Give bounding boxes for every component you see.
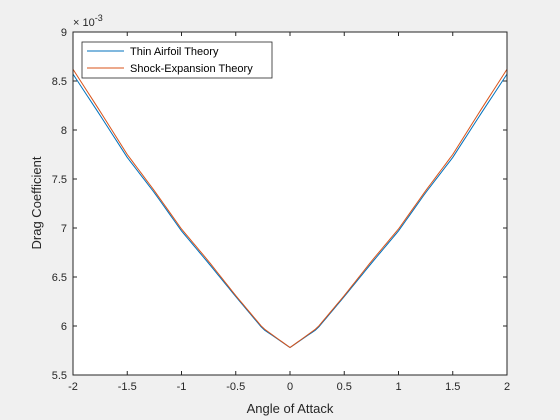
x-tick-label: 1.5 xyxy=(445,381,460,393)
plot-area xyxy=(73,32,507,375)
plot-border xyxy=(72,31,508,376)
y-tick-label: 8.5 xyxy=(52,76,67,88)
x-tick-label: -0.5 xyxy=(226,381,245,393)
legend-label-thin-airfoil: Thin Airfoil Theory xyxy=(130,46,219,58)
legend: Thin Airfoil Theory Shock-Expansion Theo… xyxy=(81,41,273,79)
y-tick-label: 6.5 xyxy=(52,272,67,284)
x-tick-label: -2 xyxy=(68,381,78,393)
series-line-1 xyxy=(72,68,508,349)
x-tick-label: 0 xyxy=(287,381,293,393)
x-tick-label: 1 xyxy=(395,381,401,393)
legend-box xyxy=(81,41,273,79)
legend-label-shock-expansion: Shock-Expansion Theory xyxy=(130,63,253,75)
y-exponent-label: × 10-3 xyxy=(73,13,103,29)
x-tick-label: 0.5 xyxy=(337,381,352,393)
x-tick-label: 2 xyxy=(504,381,510,393)
series-lines xyxy=(72,68,508,349)
x-tick-label: -1 xyxy=(177,381,187,393)
y-axis-label: Drag Coefficient xyxy=(29,156,44,249)
y-axis-ticks: 5.5 6 6.5 7 7.5 8 8.5 9 xyxy=(52,27,507,382)
y-tick-label: 5.5 xyxy=(52,370,67,382)
y-tick-label: 6 xyxy=(61,321,67,333)
x-tick-label: -1.5 xyxy=(118,381,137,393)
y-tick-label: 7.5 xyxy=(52,174,67,186)
y-tick-label: 9 xyxy=(61,27,67,39)
y-tick-label: 7 xyxy=(61,223,67,235)
y-tick-label: 8 xyxy=(61,125,67,137)
x-axis-label: Angle of Attack xyxy=(247,401,334,416)
x-axis-ticks: -2 -1.5 -1 -0.5 0 0.5 1 1.5 2 xyxy=(68,32,510,393)
